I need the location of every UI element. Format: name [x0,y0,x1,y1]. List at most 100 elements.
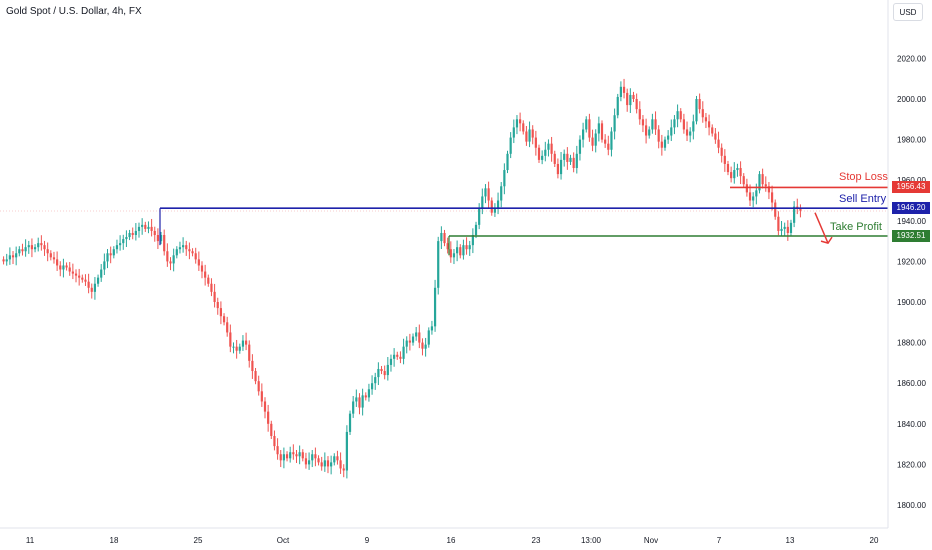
candle [380,365,383,375]
candle [93,277,97,300]
candle [84,274,87,286]
candle [241,335,245,351]
candle [793,201,796,228]
candle [106,249,109,269]
levels-layer [159,186,888,256]
currency-button[interactable]: USD [893,3,923,21]
candle [43,240,46,256]
y-tick-label: 1940.00 [897,217,926,226]
candle [799,204,802,218]
x-tick-label: Nov [644,536,658,545]
candle [515,115,519,135]
candle [780,221,783,237]
candles-layer [2,78,802,479]
candle [597,116,600,142]
candle [367,383,371,402]
candle [30,238,34,258]
candle [235,339,238,359]
candle [752,192,755,208]
y-tick-label: 1980.00 [897,136,926,145]
candle [358,393,361,415]
candle [339,452,342,474]
candle [125,230,128,247]
candle [33,244,37,253]
candle [509,132,512,159]
candle [144,221,147,232]
candle [547,139,550,157]
candle [733,162,736,184]
candle [37,237,40,252]
candle [219,301,222,325]
candle [456,240,459,262]
x-tick-label: 20 [870,536,879,545]
candle [159,231,163,245]
candle [147,221,150,234]
candle [222,313,226,326]
y-tick-label: 1920.00 [897,257,926,266]
candle [314,447,317,467]
candle [720,143,723,163]
candle [11,251,15,265]
candle [276,438,279,460]
stop-loss-price-tag: 1956.43 [892,181,930,194]
x-axis[interactable]: 11 18 25 Oct 9 16 23 13:00 Nov 7 13 20 [26,536,879,545]
candle [396,351,399,360]
candle [607,135,610,156]
candle [648,126,651,139]
x-tick-label: 25 [194,536,203,545]
candle [657,125,660,149]
candle [758,171,761,194]
candle [8,247,11,265]
candle [301,449,304,462]
candle [166,243,169,267]
candle [191,248,194,257]
candle [676,104,679,128]
y-tick-label: 1880.00 [897,339,926,348]
candle [525,125,528,146]
candle [295,449,298,463]
candle [588,113,591,142]
candle [232,342,235,354]
candle [582,122,585,148]
candle [197,251,200,271]
candle [267,404,270,432]
candle [216,297,219,315]
candle [213,283,216,308]
candle [777,211,780,236]
candle [415,326,418,341]
candle [626,88,629,112]
candle [528,121,531,148]
candle [5,253,8,266]
candle [575,145,578,174]
candle [386,357,389,381]
candle [726,160,730,176]
candle [364,392,367,401]
candle [679,108,682,123]
y-tick-label: 1820.00 [897,460,926,469]
y-axis[interactable]: 1800.00 1820.00 1840.00 1860.00 1880.00 1900.… [897,54,926,510]
candle [531,125,534,145]
candle [393,348,396,367]
candle [418,324,421,349]
candle [783,222,786,236]
candle [619,81,622,102]
candle [311,449,314,468]
candle [449,241,452,263]
candle [796,198,799,215]
candle [493,203,497,217]
candle [21,243,24,256]
candle [711,124,714,137]
candle [786,220,789,241]
candle [635,93,638,114]
candle [481,188,484,215]
candle [109,246,112,264]
candle [717,131,720,154]
candle [774,199,777,220]
candle [298,445,301,465]
candle [616,93,619,119]
x-tick-label: 13 [786,536,795,545]
candle [188,242,191,260]
candle [770,185,774,211]
candle [424,337,427,357]
